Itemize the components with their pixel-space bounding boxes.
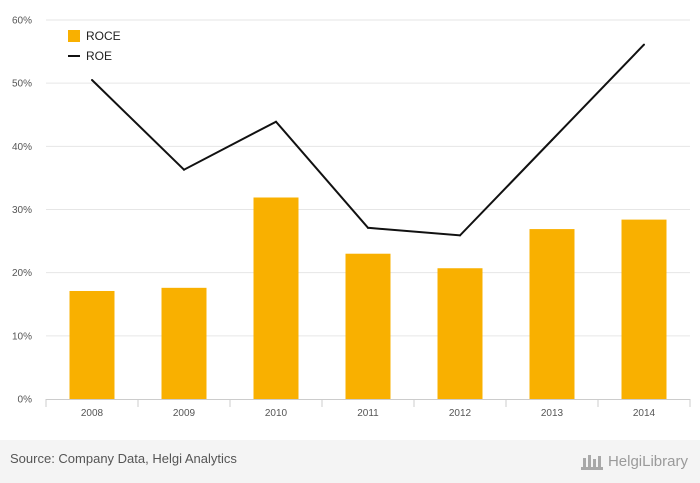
footer: Source: Company Data, Helgi Analytics He… [0,440,700,483]
x-tick-label: 2013 [541,408,564,419]
roe-line-series [91,43,645,237]
x-tick-label: 2012 [449,408,472,419]
brand-name: HelgiLibrary [607,452,688,470]
roce-bar[interactable] [253,197,299,399]
y-axis: 0% 10% 20% 30% 40% 50% 60% [12,16,32,406]
roce-bar[interactable] [161,287,207,399]
y-tick-label: 0% [18,395,33,406]
chart: 0% 10% 20% 30% 40% 50% 60% 2008 2009 2010 2011 201… [12,16,691,419]
roe-point[interactable] [183,168,185,171]
library-icon [580,455,603,470]
brand-logo[interactable]: HelgiLibrary [580,449,688,473]
grid-lines [46,19,690,337]
roce-bars [69,197,667,399]
roce-bar[interactable] [69,290,115,399]
roe-line[interactable] [91,43,645,237]
y-tick-label: 10% [12,331,32,342]
roe-point[interactable] [367,226,369,229]
x-axis: 2008 2009 2010 2011 2012 2013 2014 [45,399,691,419]
roce-bar[interactable] [621,219,667,399]
y-tick-label: 20% [12,268,32,279]
roe-point[interactable] [275,120,277,123]
legend-label-roe: ROE [86,49,112,63]
x-tick-label: 2008 [81,408,104,419]
roe-point[interactable] [91,79,93,82]
roce-bar[interactable] [529,229,575,399]
y-tick-label: 50% [12,79,32,90]
y-tick-label: 60% [12,16,32,27]
source-note: Source: Company Data, Helgi Analytics [10,451,237,466]
x-tick-label: 2014 [633,408,656,419]
x-tick-label: 2009 [173,408,196,419]
legend: ROCE ROE [68,29,121,63]
x-tick-label: 2010 [265,408,288,419]
roce-bar[interactable] [437,268,483,399]
legend-swatch-roce [68,30,80,42]
legend-label-roce: ROCE [86,29,121,43]
y-tick-label: 30% [12,205,32,216]
y-tick-label: 40% [12,142,32,153]
roe-point[interactable] [551,139,553,142]
x-tick-label: 2011 [357,408,379,419]
roce-bar[interactable] [345,253,391,399]
roe-point[interactable] [459,234,461,237]
roe-point[interactable] [643,43,645,46]
